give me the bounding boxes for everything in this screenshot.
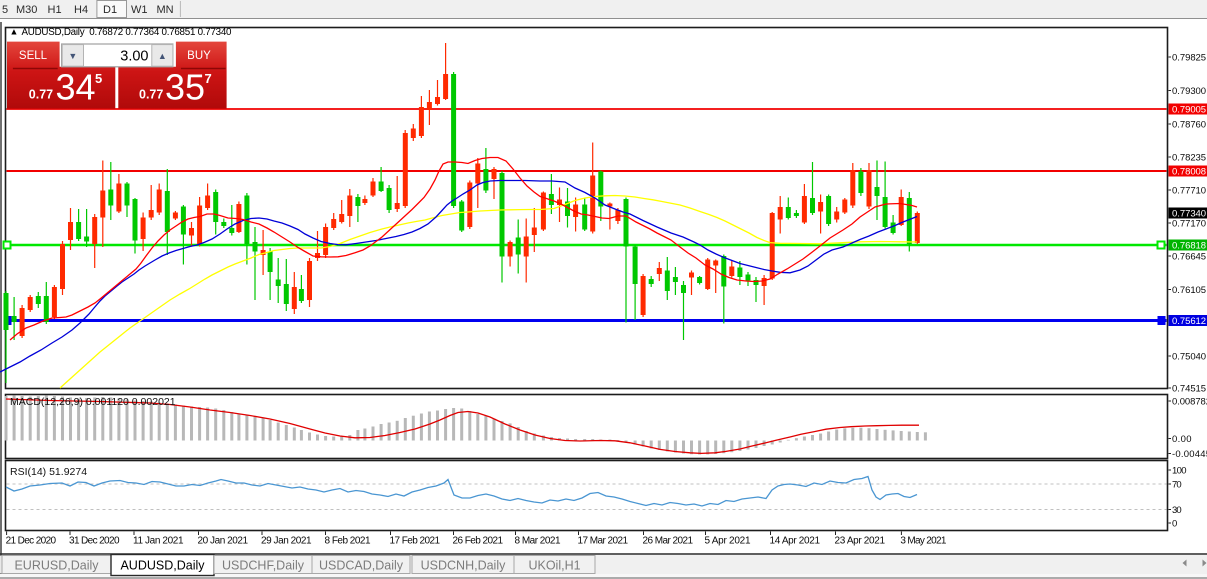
svg-text:EURUSD,Daily: EURUSD,Daily [14, 559, 99, 573]
svg-text:SELL: SELL [19, 50, 48, 62]
svg-text:-0.00445: -0.00445 [1172, 449, 1207, 460]
svg-text:W1: W1 [131, 4, 148, 16]
svg-text:0.78235: 0.78235 [1172, 152, 1206, 163]
svg-text:7: 7 [205, 71, 212, 86]
svg-text:0.77: 0.77 [139, 88, 163, 102]
svg-text:0.008782: 0.008782 [1172, 396, 1207, 407]
svg-text:AUDUSD,Daily: AUDUSD,Daily [120, 559, 205, 573]
svg-text:11 Jan 2021: 11 Jan 2021 [133, 536, 184, 547]
svg-text:0.75612: 0.75612 [1172, 316, 1206, 327]
svg-text:0.76645: 0.76645 [1172, 251, 1206, 262]
svg-text:0.79825: 0.79825 [1172, 52, 1206, 63]
svg-text:USDCHF,Daily: USDCHF,Daily [222, 559, 305, 573]
svg-text:8 Feb 2021: 8 Feb 2021 [325, 536, 371, 547]
svg-text:0.77170: 0.77170 [1172, 218, 1206, 229]
svg-text:5: 5 [2, 4, 8, 16]
svg-text:5: 5 [95, 71, 102, 86]
svg-text:0.76818: 0.76818 [1172, 240, 1206, 251]
svg-text:0.77340: 0.77340 [1172, 208, 1206, 219]
svg-text:21 Dec 2020: 21 Dec 2020 [6, 536, 57, 547]
svg-text:0.79300: 0.79300 [1172, 86, 1206, 97]
svg-text:26 Mar 2021: 26 Mar 2021 [643, 536, 694, 547]
svg-text:5 Apr 2021: 5 Apr 2021 [705, 536, 751, 547]
svg-text:USDCNH,Daily: USDCNH,Daily [421, 559, 506, 573]
svg-text:3 May 2021: 3 May 2021 [900, 536, 946, 547]
svg-text:H4: H4 [74, 4, 88, 16]
svg-text:MN: MN [157, 4, 174, 16]
svg-text:8 Mar 2021: 8 Mar 2021 [515, 536, 561, 547]
svg-text:29 Jan 2021: 29 Jan 2021 [261, 536, 312, 547]
svg-text:35: 35 [165, 67, 205, 108]
svg-text:70: 70 [1172, 479, 1182, 490]
svg-text:AUDUSD,Daily 0.76872 0.77364: AUDUSD,Daily 0.76872 0.77364 0.76851 0.7… [22, 27, 233, 38]
svg-text:0.77: 0.77 [29, 88, 53, 102]
svg-text:3.00: 3.00 [120, 49, 148, 65]
svg-text:31 Dec 2020: 31 Dec 2020 [69, 536, 120, 547]
svg-text:23 Apr 2021: 23 Apr 2021 [835, 536, 886, 547]
svg-text:0.74515: 0.74515 [1172, 383, 1206, 394]
svg-text:0.78760: 0.78760 [1172, 119, 1206, 130]
svg-text:MACD(12,26,9) 0.001120 0.00202: MACD(12,26,9) 0.001120 0.002021 [10, 396, 176, 408]
svg-text:0: 0 [1172, 518, 1177, 529]
svg-text:BUY: BUY [187, 50, 211, 62]
svg-text:26 Feb 2021: 26 Feb 2021 [453, 536, 504, 547]
svg-text:▼: ▼ [68, 51, 77, 61]
svg-text:▲: ▲ [10, 27, 19, 37]
svg-text:RSI(14) 51.9274: RSI(14) 51.9274 [10, 466, 87, 478]
svg-text:0.77710: 0.77710 [1172, 185, 1206, 196]
svg-text:M30: M30 [16, 4, 37, 16]
svg-text:UKOil,H1: UKOil,H1 [528, 559, 580, 573]
svg-text:30: 30 [1172, 505, 1182, 516]
svg-text:H1: H1 [48, 4, 62, 16]
svg-text:0.76105: 0.76105 [1172, 285, 1206, 296]
svg-text:17 Feb 2021: 17 Feb 2021 [390, 536, 441, 547]
svg-text:17 Mar 2021: 17 Mar 2021 [578, 536, 629, 547]
svg-text:D1: D1 [103, 4, 117, 16]
svg-text:34: 34 [56, 67, 96, 108]
svg-text:0.79005: 0.79005 [1172, 104, 1206, 115]
svg-text:0.00: 0.00 [1172, 434, 1192, 445]
svg-text:14 Apr 2021: 14 Apr 2021 [770, 536, 821, 547]
svg-text:0.75040: 0.75040 [1172, 351, 1206, 362]
svg-text:USDCAD,Daily: USDCAD,Daily [319, 559, 404, 573]
svg-text:100: 100 [1172, 465, 1187, 476]
svg-text:0.78008: 0.78008 [1172, 166, 1206, 177]
svg-text:▲: ▲ [158, 51, 167, 61]
svg-text:20 Jan 2021: 20 Jan 2021 [198, 536, 249, 547]
